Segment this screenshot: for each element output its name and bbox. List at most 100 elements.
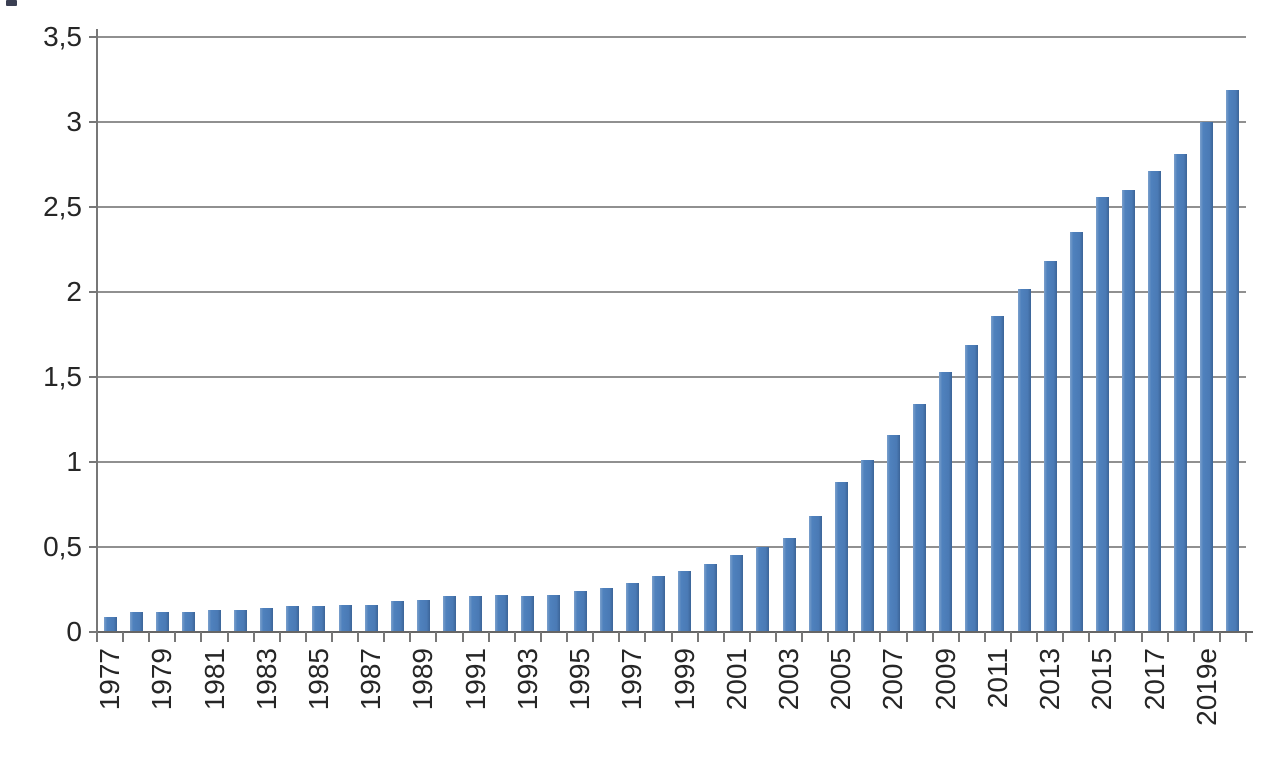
x-tick-31 — [905, 632, 908, 642]
x-tick-4 — [200, 632, 203, 642]
x-tick-35 — [1009, 632, 1012, 642]
x-tick-9 — [331, 632, 334, 642]
x-tick-36 — [1036, 632, 1039, 642]
bar-1997 — [625, 583, 639, 632]
bar-1982 — [234, 610, 248, 632]
x-tick-38 — [1088, 632, 1091, 642]
bar-1987 — [364, 605, 378, 632]
bar-1977 — [103, 617, 117, 632]
y-tick-1,5 — [89, 376, 98, 378]
y-label-1,5: 1,5 — [43, 361, 82, 392]
x-tick-0 — [96, 632, 98, 642]
bar-1992 — [495, 595, 509, 632]
bar-2016 — [1121, 190, 1135, 632]
x-tick-43 — [1218, 632, 1221, 642]
x-tick-29 — [853, 632, 856, 642]
plot-area — [97, 36, 1246, 632]
x-tick-6 — [252, 632, 255, 642]
bar-2002 — [756, 547, 770, 632]
x-tick-10 — [357, 632, 360, 642]
x-tick-22 — [670, 632, 673, 642]
bar-2011 — [991, 316, 1005, 632]
x-tick-37 — [1062, 632, 1065, 642]
x-tick-8 — [304, 632, 307, 642]
bar-2000 — [704, 564, 718, 632]
y-label-1: 1 — [66, 446, 82, 477]
gridline-3 — [97, 121, 1246, 123]
bar-1996 — [599, 588, 613, 632]
bar-1989 — [416, 600, 430, 632]
bar-2010 — [965, 345, 979, 632]
x-label-2001: 2001 — [720, 648, 752, 711]
bar-2005 — [834, 482, 848, 632]
x-label-1991: 1991 — [459, 648, 491, 711]
x-label-2011: 2011 — [981, 648, 1013, 709]
x-label-1997: 1997 — [616, 648, 648, 711]
x-tick-26 — [774, 632, 777, 642]
x-tick-42 — [1192, 632, 1195, 642]
bar-2007 — [886, 435, 900, 632]
x-label-2015: 2015 — [1086, 648, 1118, 711]
bar-2019 — [1200, 122, 1214, 632]
bar-1979 — [155, 612, 169, 632]
bar-1994 — [547, 595, 561, 632]
gridline-1 — [97, 461, 1246, 463]
y-label-2: 2 — [66, 276, 82, 307]
x-tick-5 — [226, 632, 229, 642]
gridline-2 — [97, 291, 1246, 293]
bar-2008 — [913, 404, 927, 632]
x-label-2019e: 2019e — [1190, 648, 1222, 726]
x-tick-24 — [722, 632, 725, 642]
bar-2012 — [1017, 289, 1031, 632]
x-tick-19 — [592, 632, 595, 642]
bar-2020 — [1226, 90, 1240, 632]
x-tick-7 — [278, 632, 281, 642]
bar-1983 — [260, 608, 274, 632]
bar-1980 — [181, 612, 195, 632]
y-label-0,5: 0,5 — [43, 531, 82, 562]
bar-1988 — [390, 601, 404, 632]
x-label-1995: 1995 — [564, 648, 596, 711]
x-tick-33 — [957, 632, 960, 642]
x-label-1979: 1979 — [146, 648, 178, 711]
gridline-1,5 — [97, 376, 1246, 378]
x-label-1985: 1985 — [302, 648, 334, 711]
x-label-1983: 1983 — [250, 648, 282, 711]
bar-2018 — [1174, 154, 1188, 632]
y-tick-0,5 — [89, 546, 98, 548]
bar-2015 — [1095, 197, 1109, 632]
x-tick-44 — [1245, 632, 1247, 642]
x-tick-28 — [827, 632, 830, 642]
bar-2014 — [1069, 232, 1083, 632]
x-tick-12 — [409, 632, 412, 642]
x-label-1999: 1999 — [668, 648, 700, 711]
x-label-1981: 1981 — [198, 648, 230, 711]
bar-2004 — [808, 516, 822, 632]
x-tick-17 — [539, 632, 542, 642]
x-tick-15 — [487, 632, 490, 642]
x-tick-3 — [174, 632, 177, 642]
bar-1998 — [651, 576, 665, 632]
bar-1993 — [521, 596, 535, 632]
y-label-3,5: 3,5 — [43, 21, 82, 52]
gridline-0,5 — [97, 546, 1246, 548]
bar-2013 — [1043, 261, 1057, 632]
x-tick-20 — [618, 632, 621, 642]
y-tick-3,5 — [89, 36, 98, 38]
bar-1999 — [678, 571, 692, 632]
x-label-2017: 2017 — [1138, 648, 1170, 711]
x-label-2003: 2003 — [773, 648, 804, 711]
bar-1990 — [443, 596, 457, 632]
bar-1986 — [338, 605, 352, 632]
x-tick-34 — [983, 632, 986, 642]
bar-1984 — [286, 606, 300, 632]
x-tick-23 — [696, 632, 699, 642]
x-tick-40 — [1140, 632, 1143, 642]
x-label-1977: 1977 — [94, 648, 126, 711]
x-tick-18 — [566, 632, 569, 642]
x-label-2009: 2009 — [929, 648, 961, 711]
x-tick-21 — [644, 632, 647, 642]
y-tick-2,5 — [89, 206, 98, 208]
x-tick-14 — [461, 632, 464, 642]
